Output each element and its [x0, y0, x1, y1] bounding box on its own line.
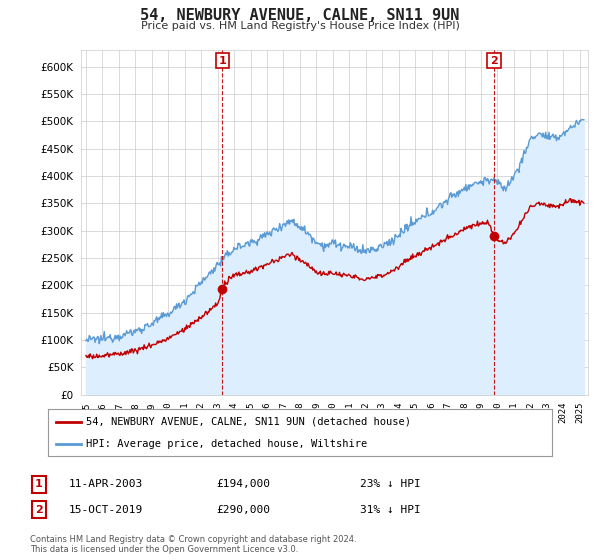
Text: 23% ↓ HPI: 23% ↓ HPI [360, 479, 421, 489]
Text: Price paid vs. HM Land Registry's House Price Index (HPI): Price paid vs. HM Land Registry's House … [140, 21, 460, 31]
Text: 1: 1 [35, 479, 43, 489]
Text: 11-APR-2003: 11-APR-2003 [69, 479, 143, 489]
Text: £290,000: £290,000 [216, 505, 270, 515]
Text: £194,000: £194,000 [216, 479, 270, 489]
Text: 54, NEWBURY AVENUE, CALNE, SN11 9UN: 54, NEWBURY AVENUE, CALNE, SN11 9UN [140, 8, 460, 24]
Text: Contains HM Land Registry data © Crown copyright and database right 2024.
This d: Contains HM Land Registry data © Crown c… [30, 535, 356, 554]
Text: HPI: Average price, detached house, Wiltshire: HPI: Average price, detached house, Wilt… [86, 438, 367, 449]
Text: 54, NEWBURY AVENUE, CALNE, SN11 9UN (detached house): 54, NEWBURY AVENUE, CALNE, SN11 9UN (det… [86, 417, 411, 427]
Text: 2: 2 [490, 55, 498, 66]
Text: 15-OCT-2019: 15-OCT-2019 [69, 505, 143, 515]
Text: 2: 2 [35, 505, 43, 515]
Text: 1: 1 [218, 55, 226, 66]
Text: 31% ↓ HPI: 31% ↓ HPI [360, 505, 421, 515]
